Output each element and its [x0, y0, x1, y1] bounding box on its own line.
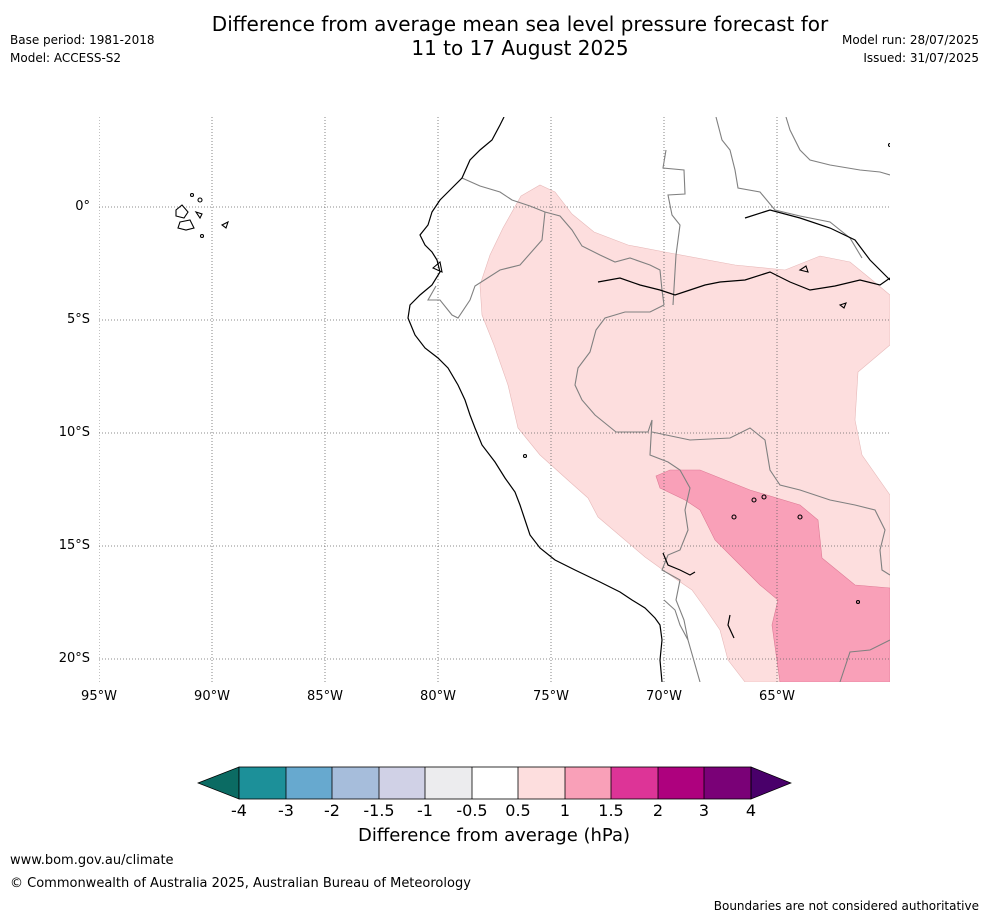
colorbar-tick: -3: [278, 801, 294, 820]
colorbar-bin-3: [332, 767, 379, 799]
lat-label-5s: 5°S: [66, 312, 90, 327]
page-title: Difference from average mean sea level p…: [0, 12, 988, 60]
colorbar-bin-1: [239, 767, 286, 799]
lon-label-75w: 75°W: [533, 689, 569, 704]
colorbar-bin-4: [379, 767, 425, 799]
issued-label: Issued: 31/07/2025: [863, 51, 979, 65]
colorbar-over-arrow: [750, 766, 792, 800]
lon-label-65w: 65°W: [759, 689, 795, 704]
lon-label-80w: 80°W: [420, 689, 456, 704]
colorbar-tick: 2: [652, 801, 664, 820]
lon-label-90w: 90°W: [194, 689, 230, 704]
gridlines: [99, 117, 890, 682]
lon-label-85w: 85°W: [307, 689, 343, 704]
colorbar-bin-7: [518, 767, 565, 799]
colorbar-tick: 0.5: [505, 801, 531, 820]
lon-label-70w: 70°W: [646, 689, 682, 704]
colorbar-tick: -4: [231, 801, 247, 820]
model-run-label: Model run: 28/07/2025: [841, 33, 979, 47]
lat-label-0: 0°: [75, 199, 90, 214]
lon-label-95w: 95°W: [81, 689, 117, 704]
colorbar-tick: 1: [559, 801, 571, 820]
lat-label-10s: 10°S: [58, 425, 90, 440]
colorbar-tick: 1.5: [598, 801, 624, 820]
base-period-label: Base period: 1981-2018: [10, 33, 155, 47]
colorbar-bin-10: [658, 767, 704, 799]
colorbar-bin-2: [286, 767, 332, 799]
colorbar: [197, 766, 792, 800]
website-link[interactable]: www.bom.gov.au/climate: [10, 853, 174, 868]
anomaly-region-medium: [655, 469, 890, 682]
lat-label-20s: 20°S: [58, 651, 90, 666]
coastlines: [407, 117, 890, 682]
meta-right: Model run: 28/07/2025 Issued: 31/07/2025: [842, 31, 979, 67]
title-line-1: Difference from average mean sea level p…: [211, 12, 829, 36]
colorbar-tick: -0.5: [456, 801, 488, 820]
islands: [175, 142, 890, 605]
map-layers: [99, 117, 890, 682]
colorbar-bin-5: [425, 767, 472, 799]
colorbar-tick: -2: [324, 801, 340, 820]
colorbar-under-arrow: [197, 766, 240, 800]
colorbar-bin-11: [704, 767, 751, 799]
colorbar-tick: 4: [745, 801, 757, 820]
disclaimer-text: Boundaries are not considered authoritat…: [713, 899, 979, 913]
lat-label-15s: 15°S: [58, 538, 90, 553]
colorbar-tick: -1.5: [363, 801, 395, 820]
copyright-text: © Commonwealth of Australia 2025, Austra…: [10, 876, 471, 891]
country-borders: [427, 117, 890, 682]
model-label: Model: ACCESS-S2: [10, 51, 122, 65]
colorbar-bin-9: [611, 767, 658, 799]
colorbar-tick: -1: [417, 801, 433, 820]
meta-left: Base period: 1981-2018 Model: ACCESS-S2: [10, 31, 155, 67]
title-line-2: 11 to 17 August 2025: [411, 36, 629, 60]
colorbar-bin-6: [472, 767, 518, 799]
colorbar-bin-8: [565, 767, 611, 799]
colorbar-title: Difference from average (hPa): [357, 825, 631, 846]
colorbar-tick: 3: [698, 801, 710, 820]
